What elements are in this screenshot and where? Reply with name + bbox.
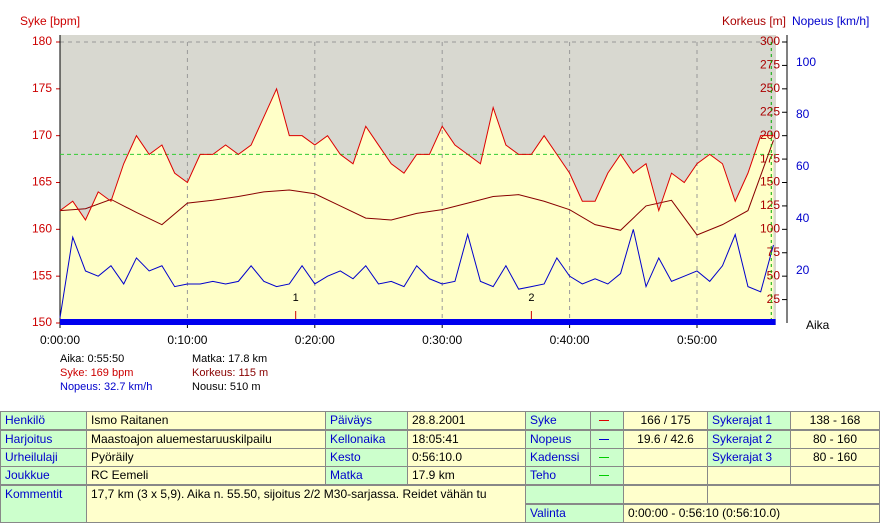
x-tick-label: 0:10:00	[167, 333, 207, 347]
y3-tick-label: 60	[796, 159, 810, 173]
x-tick-label: 0:20:00	[295, 333, 335, 347]
cell-value: Maastoajon aluemestaruuskilpailu	[86, 430, 326, 449]
cell-empty	[623, 466, 708, 485]
y-tick-label: 160	[32, 222, 52, 236]
y-tick-label: 175	[32, 81, 52, 95]
y2-tick-label: 125	[760, 198, 780, 212]
y2-tick-label: 100	[760, 222, 780, 236]
cell-value: Pyöräily	[86, 448, 326, 467]
cell-value: 138 - 168	[790, 411, 880, 430]
cell-label: Sykerajat 1	[707, 411, 791, 430]
cell-value: 80 - 160	[790, 448, 880, 467]
cell-label: Sykerajat 2	[707, 430, 791, 449]
y3-tick-label: 40	[796, 211, 810, 225]
swatch	[599, 457, 609, 458]
cell-empty	[623, 485, 708, 504]
y-tick-label: 170	[32, 128, 52, 142]
hr-area	[60, 88, 774, 323]
cell-label: Urheilulaji	[0, 448, 87, 467]
cell-empty	[790, 466, 880, 485]
readout-time: Aika: 0:55:50	[60, 353, 125, 365]
cell-value: 166 / 175	[623, 411, 708, 430]
series-line	[59, 229, 774, 318]
cell-value: 80 - 160	[790, 430, 880, 449]
cell-value: 18:05:41	[407, 430, 526, 449]
swatch	[599, 475, 609, 476]
swatch	[599, 420, 609, 421]
series-line	[59, 87, 774, 221]
readout-ascent: Nousu: 510 m	[192, 381, 261, 393]
readout-hr: Syke: 169 bpm	[60, 367, 134, 379]
cell-empty	[623, 448, 708, 467]
y-tick-label: 180	[32, 34, 52, 48]
series-line	[59, 140, 774, 236]
y-tick-label: 165	[32, 175, 52, 189]
cell-label: Valinta	[525, 504, 624, 523]
cell-label: Kesto	[325, 448, 408, 467]
y3-tick-label: 20	[796, 263, 810, 277]
swatch	[599, 439, 609, 440]
swatch-cell	[590, 430, 624, 449]
cell-label: Kellonaika	[325, 430, 408, 449]
readout-speed: Nopeus: 32.7 km/h	[60, 381, 153, 393]
y2-tick-label: 275	[760, 58, 780, 72]
cell-empty	[525, 485, 624, 504]
y2-axis-title: Korkeus [m]	[722, 14, 786, 28]
y2-tick-label: 175	[760, 151, 780, 165]
y3-axis-title: Nopeus [km/h]	[792, 14, 869, 28]
cell-label: Henkilö	[0, 411, 87, 430]
y3-tick-label: 100	[796, 55, 816, 69]
cell-empty	[707, 485, 880, 504]
readout-distance: Matka: 17.8 km	[192, 353, 268, 365]
cell-value: 0:56:10.0	[407, 448, 526, 467]
y2-tick-label: 225	[760, 104, 780, 118]
y-tick-label: 150	[32, 315, 52, 329]
cell-value: 17.9 km	[407, 466, 526, 485]
x-tick-label: 0:00:00	[40, 333, 80, 347]
y2-tick-label: 250	[760, 81, 780, 95]
y2-tick-label: 50	[767, 268, 781, 282]
chart: Syke [bpm] Korkeus [m] Nopeus [km/h] Aik…	[20, 14, 869, 347]
y3-tick-label: 80	[796, 107, 810, 121]
y2-tick-label: 200	[760, 128, 780, 142]
y2-tick-label: 300	[760, 34, 780, 48]
y2-tick-label: 75	[767, 245, 781, 259]
cell-label: Harjoitus	[0, 430, 87, 449]
cell-label: Kommentit	[0, 485, 87, 523]
cell-label: Matka	[325, 466, 408, 485]
cell-label: Kadenssi	[525, 448, 591, 467]
x-tick-label: 0:50:00	[677, 333, 717, 347]
cell-value: 0:00:00 - 0:56:10 (0:56:10.0)	[623, 504, 880, 523]
cell-label: Teho	[525, 466, 591, 485]
x-tick-label: 0:40:00	[550, 333, 590, 347]
cell-label: Joukkue	[0, 466, 87, 485]
readout-altitude: Korkeus: 115 m	[192, 367, 269, 379]
selection-bar	[60, 319, 776, 325]
cell-label: Nopeus	[525, 430, 591, 449]
y-tick-label: 155	[32, 268, 52, 282]
swatch-cell	[590, 411, 624, 430]
x-tick-label: 0:30:00	[422, 333, 462, 347]
y2-tick-label: 25	[767, 292, 781, 306]
cell-value: RC Eemeli	[86, 466, 326, 485]
y-axis-title: Syke [bpm]	[20, 14, 80, 28]
cell-label: Sykerajat 3	[707, 448, 791, 467]
cell-label: Päiväys	[325, 411, 408, 430]
y2-tick-label: 150	[760, 175, 780, 189]
cell-value: Ismo Raitanen	[86, 411, 326, 430]
swatch-cell	[590, 466, 624, 485]
cell-value: 19.6 / 42.6	[623, 430, 708, 449]
swatch-cell	[590, 448, 624, 467]
cell-empty	[707, 466, 791, 485]
cell-label: Syke	[525, 411, 591, 430]
lap-label: 1	[293, 292, 299, 304]
lap-label: 2	[528, 292, 534, 304]
x-axis-title: Aika	[806, 318, 830, 332]
cell-value: 28.8.2001	[407, 411, 526, 430]
cell-value: 17,7 km (3 x 5,9). Aika n. 55.50, sijoit…	[86, 485, 526, 523]
